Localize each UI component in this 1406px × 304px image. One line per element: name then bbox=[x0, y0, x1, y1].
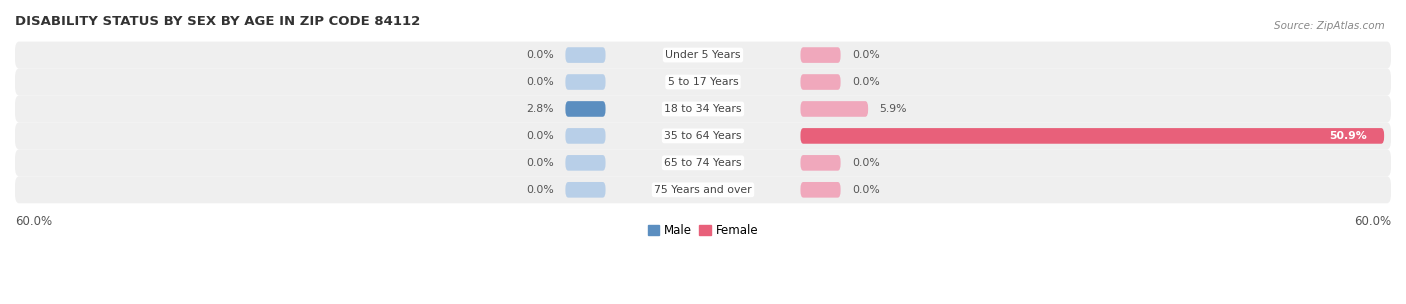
FancyBboxPatch shape bbox=[15, 123, 1391, 149]
Legend: Male, Female: Male, Female bbox=[643, 219, 763, 242]
Text: Under 5 Years: Under 5 Years bbox=[665, 50, 741, 60]
Text: 75 Years and over: 75 Years and over bbox=[654, 185, 752, 195]
Text: 18 to 34 Years: 18 to 34 Years bbox=[664, 104, 742, 114]
Text: DISABILITY STATUS BY SEX BY AGE IN ZIP CODE 84112: DISABILITY STATUS BY SEX BY AGE IN ZIP C… bbox=[15, 15, 420, 28]
FancyBboxPatch shape bbox=[565, 182, 606, 198]
FancyBboxPatch shape bbox=[565, 47, 606, 63]
Text: 5 to 17 Years: 5 to 17 Years bbox=[668, 77, 738, 87]
FancyBboxPatch shape bbox=[800, 155, 841, 171]
Text: 0.0%: 0.0% bbox=[526, 158, 554, 168]
FancyBboxPatch shape bbox=[565, 155, 606, 171]
FancyBboxPatch shape bbox=[15, 176, 1391, 203]
FancyBboxPatch shape bbox=[800, 47, 841, 63]
FancyBboxPatch shape bbox=[15, 95, 1391, 123]
Text: 60.0%: 60.0% bbox=[1354, 216, 1391, 228]
FancyBboxPatch shape bbox=[800, 101, 868, 117]
FancyBboxPatch shape bbox=[800, 74, 841, 90]
FancyBboxPatch shape bbox=[565, 74, 606, 90]
FancyBboxPatch shape bbox=[565, 128, 606, 144]
FancyBboxPatch shape bbox=[15, 149, 1391, 176]
Text: Source: ZipAtlas.com: Source: ZipAtlas.com bbox=[1274, 21, 1385, 31]
Text: 0.0%: 0.0% bbox=[852, 50, 880, 60]
Text: 0.0%: 0.0% bbox=[852, 158, 880, 168]
Text: 0.0%: 0.0% bbox=[526, 131, 554, 141]
Text: 0.0%: 0.0% bbox=[526, 50, 554, 60]
Text: 0.0%: 0.0% bbox=[526, 185, 554, 195]
Text: 60.0%: 60.0% bbox=[15, 216, 52, 228]
FancyBboxPatch shape bbox=[15, 42, 1391, 68]
FancyBboxPatch shape bbox=[800, 128, 1384, 144]
Text: 2.8%: 2.8% bbox=[526, 104, 554, 114]
Text: 5.9%: 5.9% bbox=[880, 104, 907, 114]
Text: 0.0%: 0.0% bbox=[526, 77, 554, 87]
Text: 50.9%: 50.9% bbox=[1329, 131, 1367, 141]
Text: 35 to 64 Years: 35 to 64 Years bbox=[664, 131, 742, 141]
Text: 0.0%: 0.0% bbox=[852, 185, 880, 195]
FancyBboxPatch shape bbox=[800, 182, 841, 198]
Text: 65 to 74 Years: 65 to 74 Years bbox=[664, 158, 742, 168]
FancyBboxPatch shape bbox=[15, 68, 1391, 95]
Text: 0.0%: 0.0% bbox=[852, 77, 880, 87]
FancyBboxPatch shape bbox=[565, 101, 606, 117]
